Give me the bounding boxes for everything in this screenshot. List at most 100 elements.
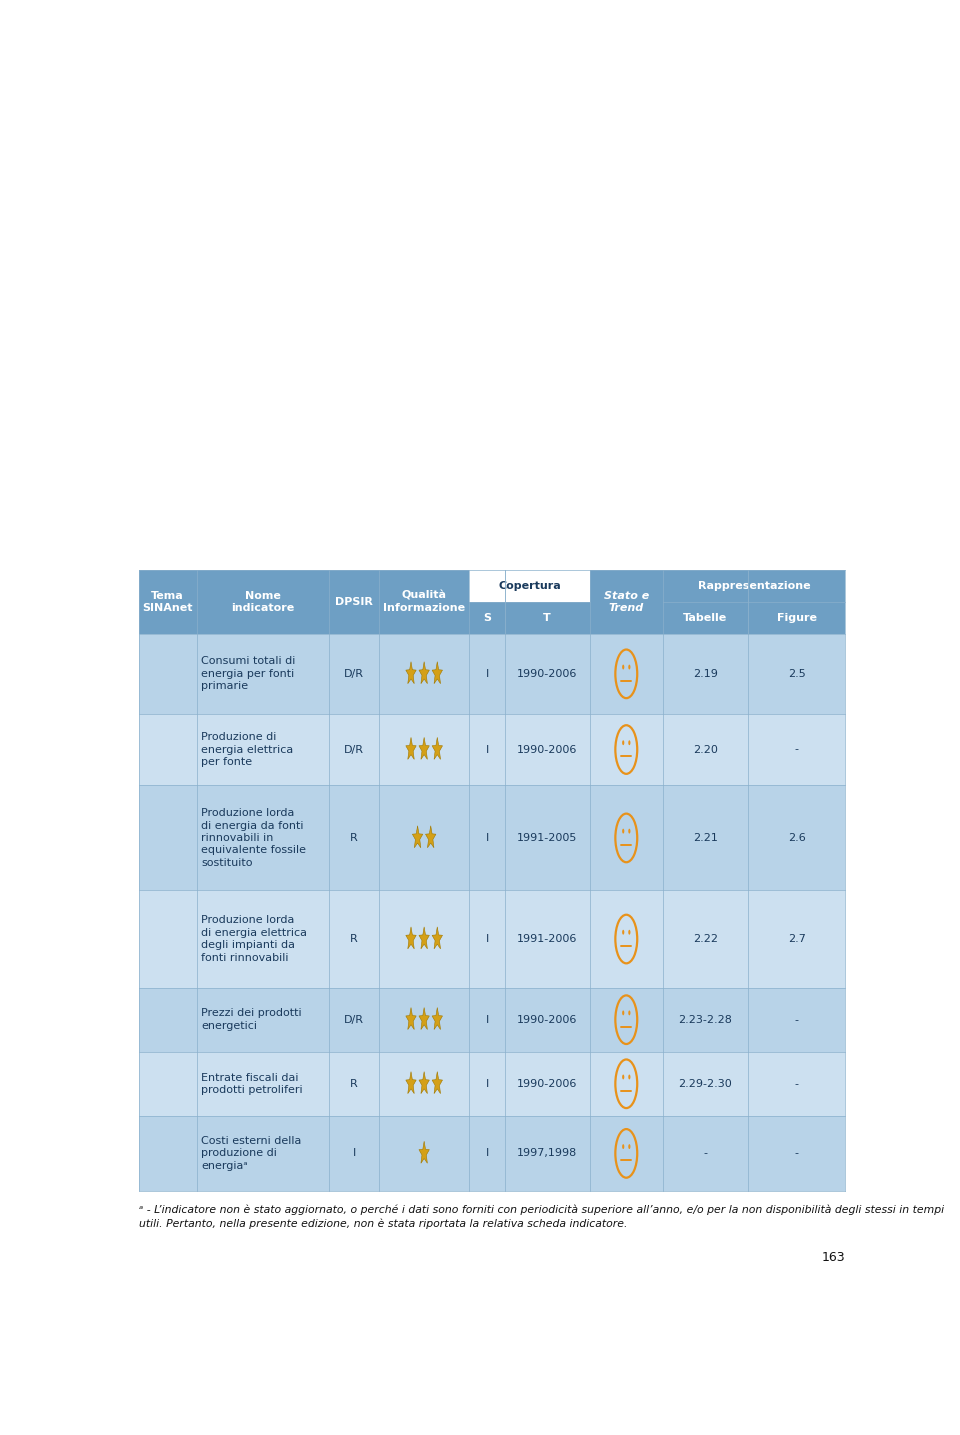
Ellipse shape xyxy=(622,930,624,934)
Bar xyxy=(469,603,589,634)
Bar xyxy=(589,1052,663,1116)
Bar xyxy=(748,713,846,785)
Bar xyxy=(469,890,505,987)
Ellipse shape xyxy=(622,1075,624,1079)
Polygon shape xyxy=(432,1007,443,1029)
Bar xyxy=(663,1052,748,1116)
Bar xyxy=(329,1116,379,1191)
Bar xyxy=(663,713,748,785)
Bar xyxy=(379,890,469,987)
Text: D/R: D/R xyxy=(345,745,364,755)
Text: T: T xyxy=(543,613,551,623)
Bar xyxy=(469,785,505,890)
Bar xyxy=(138,634,197,713)
Bar xyxy=(663,987,748,1052)
Bar xyxy=(469,634,505,713)
Bar xyxy=(748,634,846,713)
Text: I: I xyxy=(486,1148,489,1158)
Bar xyxy=(663,634,748,713)
Text: Produzione di
energia elettrica
per fonte: Produzione di energia elettrica per font… xyxy=(201,732,293,766)
Text: I: I xyxy=(486,1015,489,1025)
Bar xyxy=(329,1052,379,1116)
Bar xyxy=(138,1116,197,1191)
Polygon shape xyxy=(406,1072,417,1093)
Text: I: I xyxy=(486,669,489,679)
Bar xyxy=(663,785,748,890)
Text: DPSIR: DPSIR xyxy=(335,597,373,607)
Bar xyxy=(589,713,663,785)
Polygon shape xyxy=(432,927,443,949)
Bar xyxy=(505,785,589,890)
Polygon shape xyxy=(432,1072,443,1093)
Bar xyxy=(505,1116,589,1191)
Text: 1997,1998: 1997,1998 xyxy=(517,1148,577,1158)
Text: I: I xyxy=(486,832,489,842)
Bar xyxy=(138,1052,197,1116)
Text: Figure: Figure xyxy=(777,613,817,623)
Bar xyxy=(379,634,469,713)
Ellipse shape xyxy=(622,664,624,670)
Bar xyxy=(379,1052,469,1116)
Polygon shape xyxy=(406,1007,417,1029)
Bar xyxy=(505,987,589,1052)
Bar xyxy=(469,1052,505,1116)
Bar xyxy=(138,570,197,634)
Text: Produzione lorda
di energia da fonti
rinnovabili in
equivalente fossile
sostitui: Produzione lorda di energia da fonti rin… xyxy=(201,808,306,868)
Bar xyxy=(748,890,846,987)
Text: 163: 163 xyxy=(822,1251,846,1264)
Text: Rappresentazione: Rappresentazione xyxy=(698,581,810,591)
Polygon shape xyxy=(419,1007,429,1029)
Ellipse shape xyxy=(628,828,631,834)
Bar xyxy=(379,785,469,890)
Bar xyxy=(329,890,379,987)
Text: 2.19: 2.19 xyxy=(693,669,718,679)
Text: -: - xyxy=(704,1148,708,1158)
Text: I: I xyxy=(486,934,489,944)
Text: Costi esterni della
produzione di
energiaᵃ: Costi esterni della produzione di energi… xyxy=(201,1137,301,1171)
Bar xyxy=(589,570,663,634)
Bar xyxy=(197,987,329,1052)
Ellipse shape xyxy=(628,930,631,934)
Text: Tema
SINAnet: Tema SINAnet xyxy=(142,591,193,613)
Bar xyxy=(379,570,469,634)
Text: D/R: D/R xyxy=(345,669,364,679)
Bar xyxy=(469,1116,505,1191)
Ellipse shape xyxy=(628,664,631,670)
Polygon shape xyxy=(432,738,443,759)
Text: Tabelle: Tabelle xyxy=(684,613,728,623)
Bar xyxy=(138,890,197,987)
Bar xyxy=(748,1052,846,1116)
Text: S: S xyxy=(483,613,492,623)
Text: 1990-2006: 1990-2006 xyxy=(516,1015,577,1025)
Text: Nome
indicatore: Nome indicatore xyxy=(231,591,295,613)
Text: I: I xyxy=(486,1079,489,1089)
Bar xyxy=(663,1116,748,1191)
Text: 2.22: 2.22 xyxy=(693,934,718,944)
Ellipse shape xyxy=(628,1075,631,1079)
Bar xyxy=(197,713,329,785)
Bar xyxy=(663,603,846,634)
Text: 1990-2006: 1990-2006 xyxy=(516,1079,577,1089)
Bar xyxy=(748,785,846,890)
Text: I: I xyxy=(486,745,489,755)
Text: 2.20: 2.20 xyxy=(693,745,718,755)
Polygon shape xyxy=(419,738,429,759)
Bar xyxy=(505,1052,589,1116)
Bar xyxy=(329,785,379,890)
Bar xyxy=(469,713,505,785)
Bar xyxy=(138,713,197,785)
Ellipse shape xyxy=(622,1010,624,1016)
Text: -: - xyxy=(795,1079,799,1089)
Text: Produzione lorda
di energia elettrica
degli impianti da
fonti rinnovabili: Produzione lorda di energia elettrica de… xyxy=(201,916,307,963)
Text: Entrate fiscali dai
prodotti petroliferi: Entrate fiscali dai prodotti petroliferi xyxy=(201,1072,302,1095)
Text: 2.5: 2.5 xyxy=(788,669,805,679)
Polygon shape xyxy=(419,1141,429,1164)
Bar xyxy=(589,1116,663,1191)
Bar xyxy=(469,987,505,1052)
Polygon shape xyxy=(413,825,422,848)
Text: -: - xyxy=(795,745,799,755)
Polygon shape xyxy=(419,927,429,949)
Text: R: R xyxy=(350,934,358,944)
Bar xyxy=(505,634,589,713)
Ellipse shape xyxy=(628,1010,631,1016)
